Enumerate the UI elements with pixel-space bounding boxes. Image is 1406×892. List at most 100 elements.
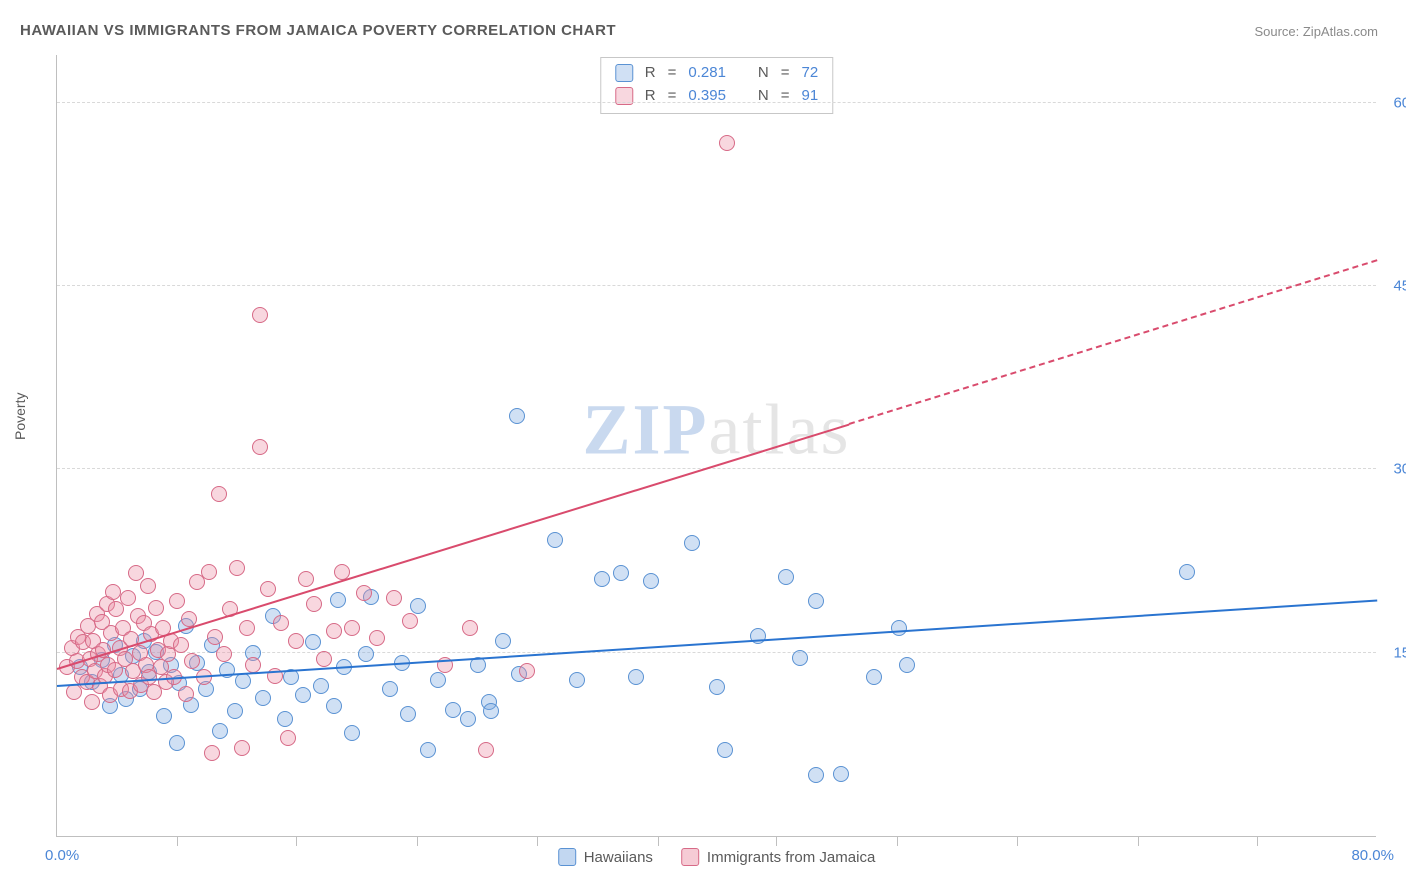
scatter-point: [260, 581, 276, 597]
legend-label: Immigrants from Jamaica: [707, 849, 875, 866]
scatter-point: [356, 585, 372, 601]
y-tick-label: 30.0%: [1393, 461, 1406, 478]
scatter-point: [229, 560, 245, 576]
scatter-point: [808, 767, 824, 783]
scatter-point: [227, 703, 243, 719]
scatter-point: [169, 735, 185, 751]
scatter-point: [252, 439, 268, 455]
legend-label: Hawaiians: [584, 849, 653, 866]
scatter-point: [358, 646, 374, 662]
scatter-point: [216, 646, 232, 662]
source-label: Source: ZipAtlas.com: [1254, 24, 1378, 39]
scatter-point: [709, 679, 725, 695]
stats-n-value: 72: [802, 62, 819, 85]
stats-eq: =: [668, 85, 677, 108]
scatter-point: [239, 620, 255, 636]
scatter-point: [891, 620, 907, 636]
stats-r-label: R: [645, 85, 656, 108]
x-tick: [1017, 836, 1018, 846]
scatter-point: [684, 535, 700, 551]
scatter-point: [430, 672, 446, 688]
scatter-point: [594, 571, 610, 587]
scatter-point: [495, 633, 511, 649]
scatter-point: [628, 669, 644, 685]
scatter-point: [547, 532, 563, 548]
x-tick: [1138, 836, 1139, 846]
scatter-point: [866, 669, 882, 685]
scatter-point: [613, 565, 629, 581]
x-tick: [776, 836, 777, 846]
x-tick: [537, 836, 538, 846]
scatter-point: [273, 615, 289, 631]
scatter-point: [140, 578, 156, 594]
x-tick: [417, 836, 418, 846]
scatter-point: [778, 569, 794, 585]
stats-eq: =: [668, 62, 677, 85]
scatter-point: [234, 740, 250, 756]
scatter-point: [386, 590, 402, 606]
scatter-point: [181, 611, 197, 627]
scatter-plot: ZIPatlas R=0.281N=72R=0.395N=91 0.0% 80.…: [56, 55, 1376, 837]
scatter-point: [792, 650, 808, 666]
trend-line: [57, 423, 850, 669]
x-tick: [1257, 836, 1258, 846]
series-legend: Hawaiians Immigrants from Jamaica: [558, 848, 876, 866]
stats-row: R=0.281N=72: [615, 62, 818, 85]
scatter-point: [156, 708, 172, 724]
legend-item: Hawaiians: [558, 848, 653, 866]
scatter-point: [420, 742, 436, 758]
x-tick: [897, 836, 898, 846]
y-axis-label: Poverty: [12, 393, 28, 440]
scatter-point: [288, 633, 304, 649]
scatter-point: [298, 571, 314, 587]
chart-title: HAWAIIAN VS IMMIGRANTS FROM JAMAICA POVE…: [20, 22, 616, 39]
scatter-point: [410, 598, 426, 614]
scatter-point: [316, 651, 332, 667]
scatter-point: [178, 686, 194, 702]
stats-swatch: [615, 64, 633, 82]
x-tick: [658, 836, 659, 846]
scatter-point: [277, 711, 293, 727]
scatter-point: [400, 706, 416, 722]
scatter-point: [344, 620, 360, 636]
scatter-point: [509, 408, 525, 424]
scatter-point: [173, 637, 189, 653]
scatter-point: [717, 742, 733, 758]
x-tick: [177, 836, 178, 846]
scatter-point: [808, 593, 824, 609]
scatter-point: [169, 593, 185, 609]
stats-r-label: R: [645, 62, 656, 85]
scatter-point: [211, 486, 227, 502]
scatter-point: [833, 766, 849, 782]
scatter-point: [569, 672, 585, 688]
stats-row: R=0.395N=91: [615, 85, 818, 108]
correlation-stats-box: R=0.281N=72R=0.395N=91: [600, 57, 833, 114]
watermark-zip: ZIP: [583, 389, 709, 469]
x-axis-max-label: 80.0%: [1351, 847, 1394, 864]
scatter-point: [105, 584, 121, 600]
scatter-point: [252, 307, 268, 323]
scatter-point: [313, 678, 329, 694]
scatter-point: [330, 592, 346, 608]
y-tick-label: 45.0%: [1393, 278, 1406, 295]
scatter-point: [184, 653, 200, 669]
scatter-point: [295, 687, 311, 703]
scatter-point: [462, 620, 478, 636]
stats-r-value: 0.395: [688, 85, 726, 108]
scatter-point: [643, 573, 659, 589]
scatter-point: [460, 711, 476, 727]
scatter-point: [382, 681, 398, 697]
stats-eq: =: [781, 62, 790, 85]
watermark: ZIPatlas: [583, 388, 851, 471]
scatter-point: [148, 600, 164, 616]
scatter-point: [344, 725, 360, 741]
stats-n-label: N: [758, 62, 769, 85]
scatter-point: [280, 730, 296, 746]
scatter-point: [719, 135, 735, 151]
stats-n-value: 91: [802, 85, 819, 108]
gridline: [57, 102, 1376, 103]
scatter-point: [1179, 564, 1195, 580]
trend-line: [57, 599, 1377, 687]
scatter-point: [519, 663, 535, 679]
scatter-point: [212, 723, 228, 739]
